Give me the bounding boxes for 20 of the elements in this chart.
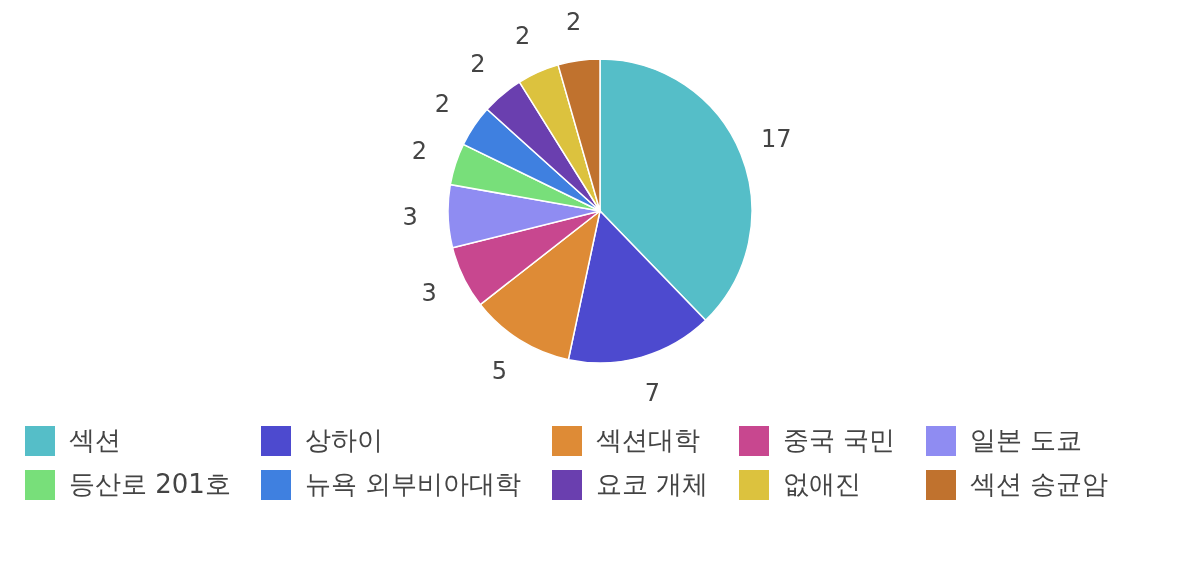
data-label: 2 — [565, 7, 582, 36]
data-label: 3 — [421, 279, 437, 308]
legend-label: 상하이 — [305, 425, 383, 455]
legend-label: 뉴욕 외부비아대학 — [305, 469, 522, 499]
legend-label: 섹션 송균암 — [970, 469, 1109, 499]
data-label: 2 — [515, 22, 531, 51]
data-label: 17 — [760, 124, 792, 153]
data-label: 5 — [491, 357, 507, 386]
legend-label: 등산로 201호 — [69, 469, 231, 499]
data-label: 3 — [402, 202, 418, 231]
legend-label: 일본 도쿄 — [970, 425, 1083, 455]
data-label: 7 — [644, 378, 661, 407]
legend-label: 섹션 — [69, 425, 121, 455]
legend-label: 요코 개체 — [596, 469, 709, 499]
legend-label: 섹션대학 — [596, 425, 700, 455]
data-label: 2 — [470, 50, 486, 79]
data-label: 2 — [434, 89, 451, 118]
legend-label: 없애진 — [783, 469, 861, 499]
data-label: 2 — [411, 137, 427, 166]
legend-label: 중국 국민 — [783, 425, 896, 455]
